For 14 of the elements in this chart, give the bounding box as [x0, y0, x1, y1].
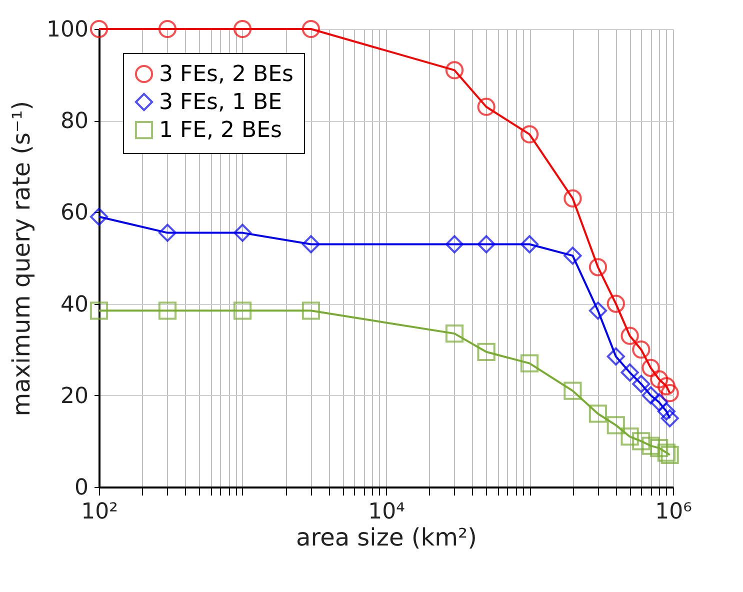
legend-label: 1 FE, 2 BEs: [159, 118, 282, 143]
y-tick-label: 100: [46, 18, 88, 42]
y-axis-title: maximum query rate (s⁻¹): [8, 100, 36, 416]
y-tick-label: 80: [60, 109, 88, 134]
y-tick-label: 0: [74, 476, 88, 500]
x-tick-label: 10⁴: [368, 500, 406, 524]
legend-label: 3 FEs, 2 BEs: [159, 62, 294, 87]
x-axis-title: area size (km²): [296, 524, 477, 552]
y-tick-label: 60: [60, 200, 88, 226]
x-tick-label: 10⁶: [655, 500, 692, 524]
y-tick-label: 40: [60, 292, 88, 318]
y-tick-label: 20: [60, 384, 88, 409]
x-tick-label: 10²: [81, 500, 118, 524]
legend-label: 3 FEs, 1 BE: [159, 90, 282, 115]
